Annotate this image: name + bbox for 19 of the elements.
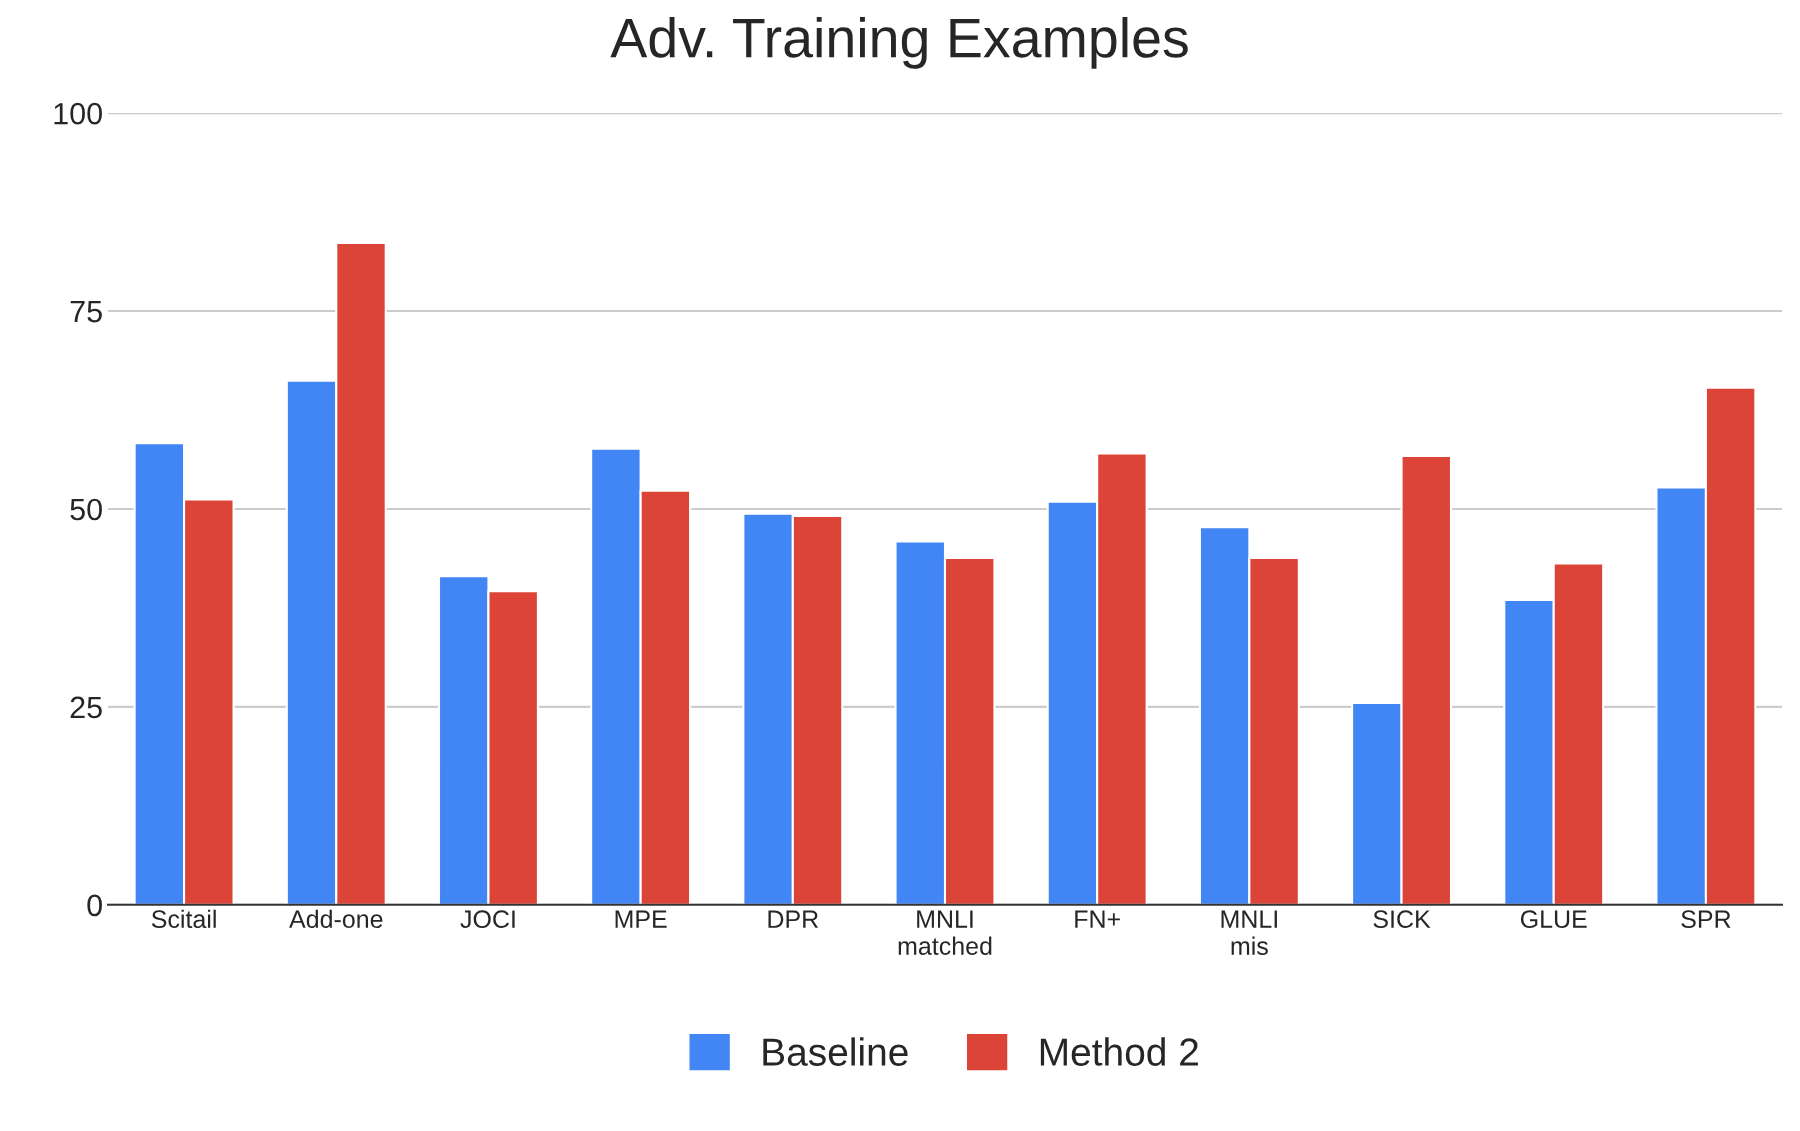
x-tick-label: MPE xyxy=(615,910,667,928)
x-tick-label: FN+ xyxy=(1075,910,1120,928)
x-tick-label: MNLI mis xyxy=(1221,910,1277,955)
x-tick-label: JOCI xyxy=(460,910,515,929)
legend-label: Baseline xyxy=(763,1037,908,1066)
x-tick-label: Scitail xyxy=(151,909,216,929)
y-tick-label: 50 xyxy=(70,498,102,521)
y-tick-label: 0 xyxy=(87,894,102,917)
chart-title: Adv. Training Examples xyxy=(610,16,1188,69)
y-tick-label: 75 xyxy=(70,301,102,323)
y-tick-label: 100 xyxy=(54,102,102,125)
x-tick-label: MNLI matched xyxy=(898,910,992,955)
y-tick-label: 25 xyxy=(70,696,102,719)
x-tick-label: SICK xyxy=(1373,910,1431,929)
x-tick-label: Add-one xyxy=(289,909,383,929)
x-tick-label: SPR xyxy=(1681,910,1731,929)
x-tick-label: DPR xyxy=(768,910,819,928)
x-tick-label: GLUE xyxy=(1520,910,1587,929)
legend-label: Method 2 xyxy=(1040,1037,1198,1066)
